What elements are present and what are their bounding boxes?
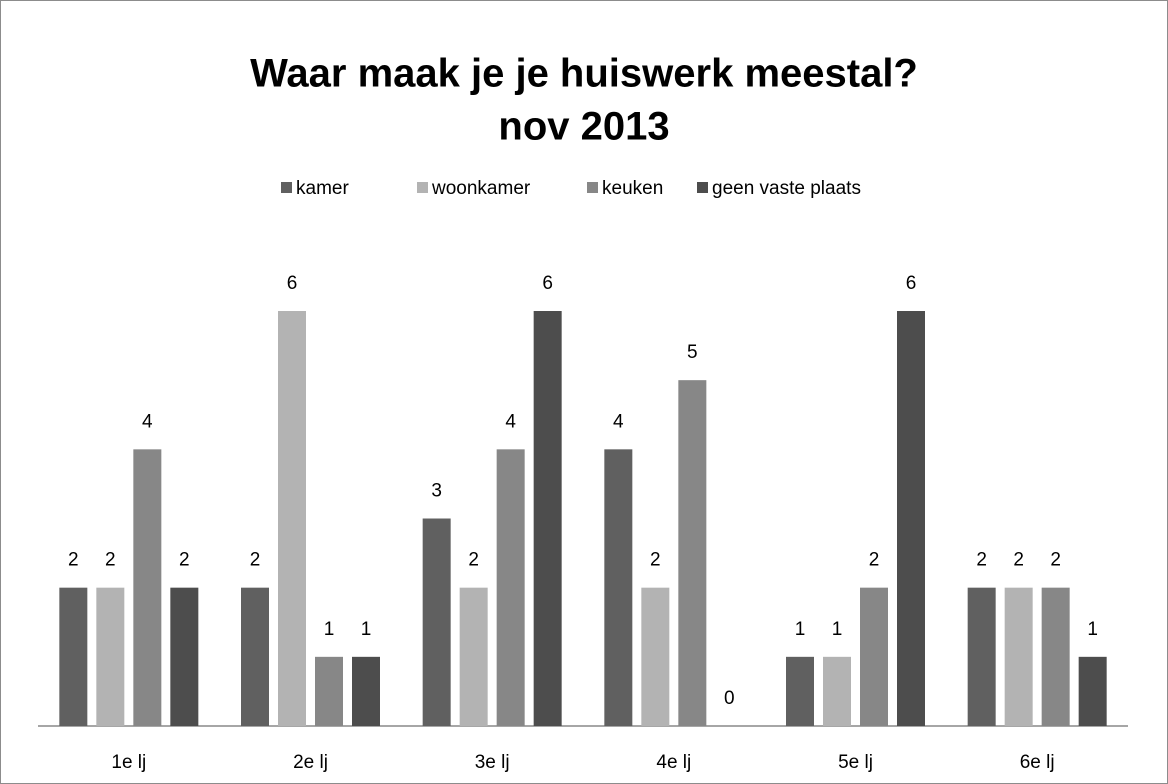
x-tick-label: 4e lj — [656, 752, 691, 773]
bar — [641, 587, 670, 726]
data-label: 1 — [324, 619, 335, 640]
bar — [96, 587, 125, 726]
data-label: 2 — [1050, 550, 1061, 571]
data-label: 1 — [795, 619, 806, 640]
bar — [241, 587, 269, 726]
x-tick-label: 1e lj — [111, 752, 146, 773]
data-label: 1 — [832, 619, 843, 640]
x-tick-label: 6e lj — [1020, 752, 1055, 773]
x-tick-label: 2e lj — [293, 752, 328, 773]
data-label: 6 — [542, 273, 553, 294]
data-label: 2 — [650, 550, 661, 571]
data-label: 4 — [505, 411, 516, 432]
data-label: 2 — [105, 550, 116, 571]
data-label: 1 — [1087, 619, 1098, 640]
bar — [352, 656, 380, 726]
bar — [897, 311, 925, 726]
bar — [496, 449, 525, 726]
data-label: 2 — [468, 550, 479, 571]
bar — [860, 587, 888, 726]
chart-title: Waar maak je je huiswerk meestal? — [250, 52, 918, 96]
data-label: 1 — [361, 619, 372, 640]
data-label: 4 — [613, 411, 624, 432]
bar — [823, 656, 851, 726]
data-label: 2 — [68, 550, 79, 571]
data-label: 4 — [142, 411, 153, 432]
data-label: 3 — [431, 481, 442, 502]
bar — [315, 656, 343, 726]
bar — [786, 656, 814, 726]
legend-label: woonkamer — [431, 178, 531, 199]
bar — [459, 587, 488, 726]
x-tick-label: 5e lj — [838, 752, 873, 773]
bar — [422, 518, 451, 726]
data-label: 5 — [687, 342, 698, 363]
chart-subtitle: nov 2013 — [498, 105, 669, 149]
legend-swatch — [417, 182, 428, 193]
bar — [133, 449, 162, 726]
data-label: 2 — [1013, 550, 1024, 571]
legend-label: kamer — [296, 178, 349, 199]
legend-label: keuken — [602, 178, 663, 199]
bar — [1004, 587, 1033, 726]
bar — [59, 587, 88, 726]
x-tick-label: 3e lj — [475, 752, 510, 773]
data-label: 2 — [869, 550, 880, 571]
data-label: 2 — [179, 550, 190, 571]
bar — [1041, 587, 1070, 726]
bar — [967, 587, 996, 726]
bar — [278, 311, 306, 726]
bar — [604, 449, 633, 726]
data-label: 6 — [287, 273, 298, 294]
bar — [1078, 656, 1107, 726]
bar — [533, 311, 562, 726]
data-label: 2 — [976, 550, 987, 571]
legend-swatch — [587, 182, 598, 193]
bar — [170, 587, 199, 726]
data-label: 2 — [250, 550, 261, 571]
bar — [678, 380, 707, 726]
legend-label: geen vaste plaats — [712, 178, 861, 199]
legend-swatch — [697, 182, 708, 193]
data-label: 6 — [906, 273, 917, 294]
data-label: 0 — [724, 688, 735, 709]
legend-swatch — [281, 182, 292, 193]
